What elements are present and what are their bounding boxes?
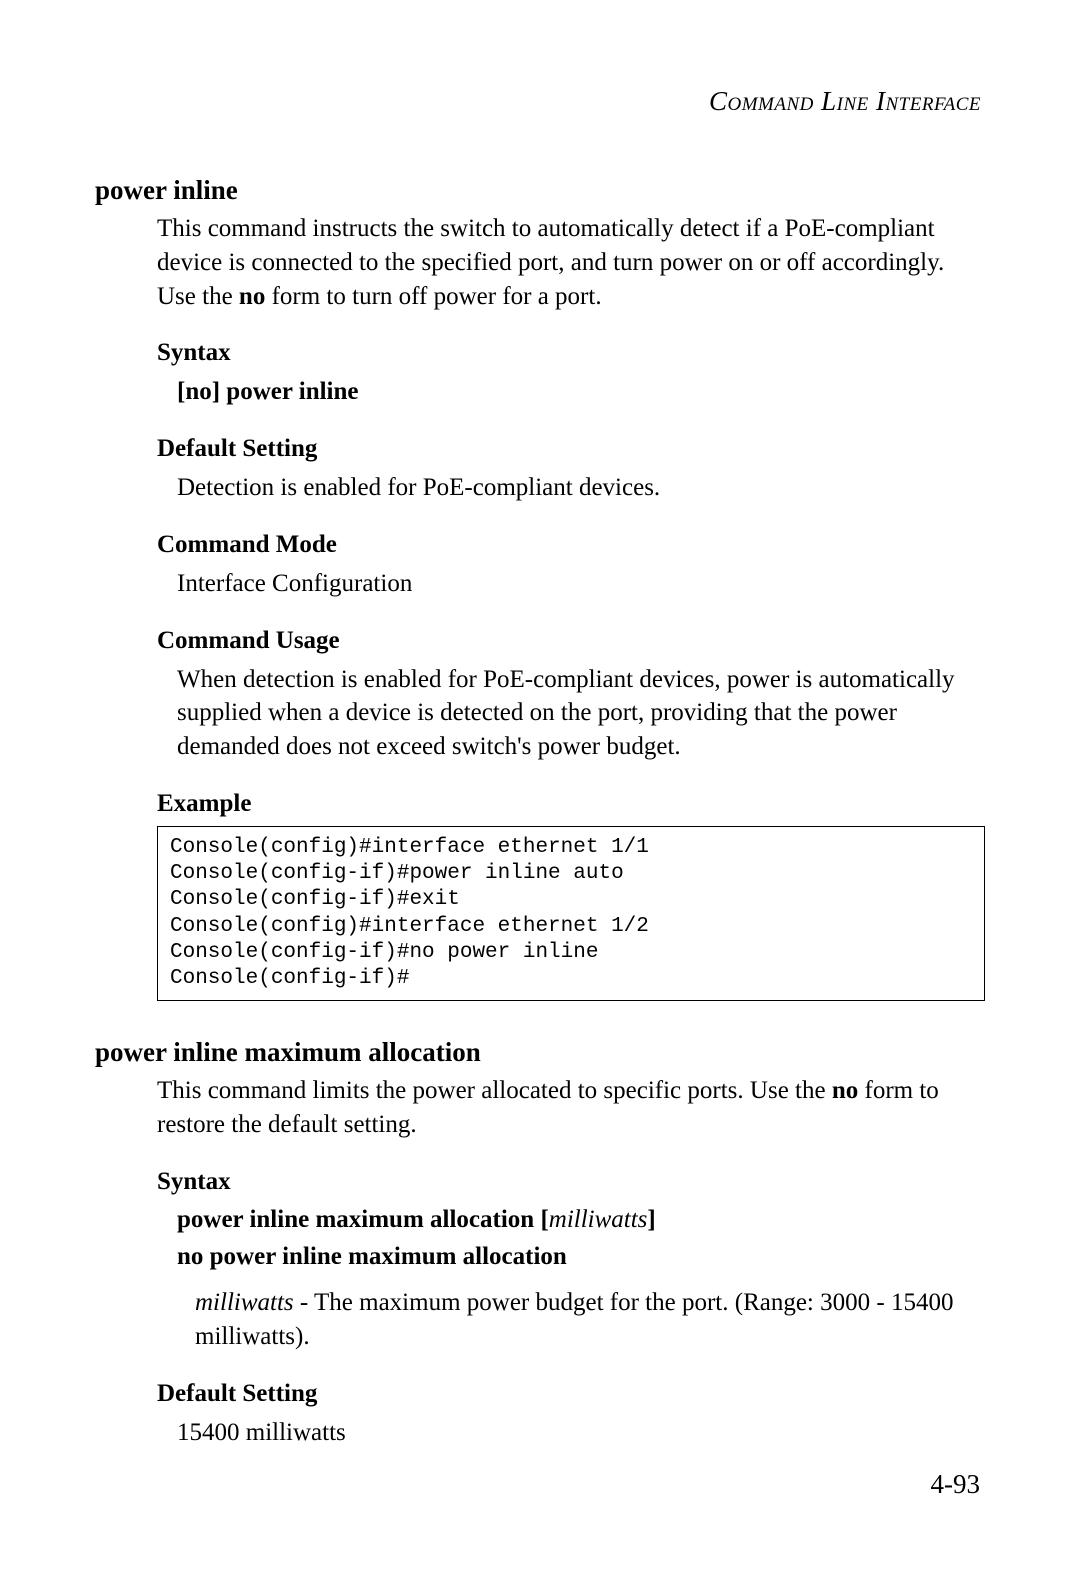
syntax-cmd: power inline maximum allocation [177, 1206, 540, 1233]
intro-no-keyword: no [239, 283, 265, 310]
command-mode-heading: Command Mode [157, 531, 985, 559]
section-title: power inline [95, 175, 985, 206]
param-name: milliwatts [195, 1289, 294, 1316]
syntax-line-2: no power inline maximum allocation [177, 1240, 985, 1274]
syntax-bracket-open: [ [540, 1206, 548, 1233]
intro-no-keyword: no [832, 1077, 858, 1104]
section-power-inline: power inline This command instructs the … [95, 175, 985, 1001]
default-setting-text: Detection is enabled for PoE-compliant d… [177, 471, 985, 505]
syntax-heading: Syntax [157, 339, 985, 367]
syntax-param-desc: milliwatts - The maximum power budget fo… [195, 1286, 985, 1354]
default-setting-heading: Default Setting [157, 1380, 985, 1408]
page-number: 4-93 [931, 1469, 981, 1500]
syntax-param: milliwatts [549, 1206, 648, 1233]
example-code-block: Console(config)#interface ethernet 1/1 C… [157, 826, 985, 1002]
page: Command Line Interface power inline This… [0, 0, 1080, 1570]
command-mode-text: Interface Configuration [177, 567, 985, 601]
section-power-inline-max-allocation: power inline maximum allocation This com… [95, 1037, 985, 1449]
syntax-heading: Syntax [157, 1168, 985, 1196]
running-header: Command Line Interface [95, 86, 985, 117]
param-desc: - The maximum power budget for the port.… [195, 1289, 953, 1350]
section-intro: This command instructs the switch to aut… [157, 212, 985, 313]
example-heading: Example [157, 790, 985, 818]
command-usage-text: When detection is enabled for PoE-compli… [177, 663, 985, 764]
intro-text-pre: This command limits the power allocated … [157, 1077, 832, 1104]
default-setting-text: 15400 milliwatts [177, 1416, 985, 1450]
syntax-line: [no] power inline [177, 375, 985, 409]
syntax-no-cmd: no power inline maximum allocation [177, 1243, 567, 1270]
syntax-line-1: power inline maximum allocation [milliwa… [177, 1204, 985, 1237]
section-intro: This command limits the power allocated … [157, 1074, 985, 1142]
command-usage-heading: Command Usage [157, 627, 985, 655]
section-title: power inline maximum allocation [95, 1037, 985, 1068]
intro-text-post: form to turn off power for a port. [265, 283, 601, 310]
syntax-bracket-close: ] [647, 1206, 655, 1233]
syntax-text: [no] power inline [177, 378, 359, 405]
default-setting-heading: Default Setting [157, 435, 985, 463]
